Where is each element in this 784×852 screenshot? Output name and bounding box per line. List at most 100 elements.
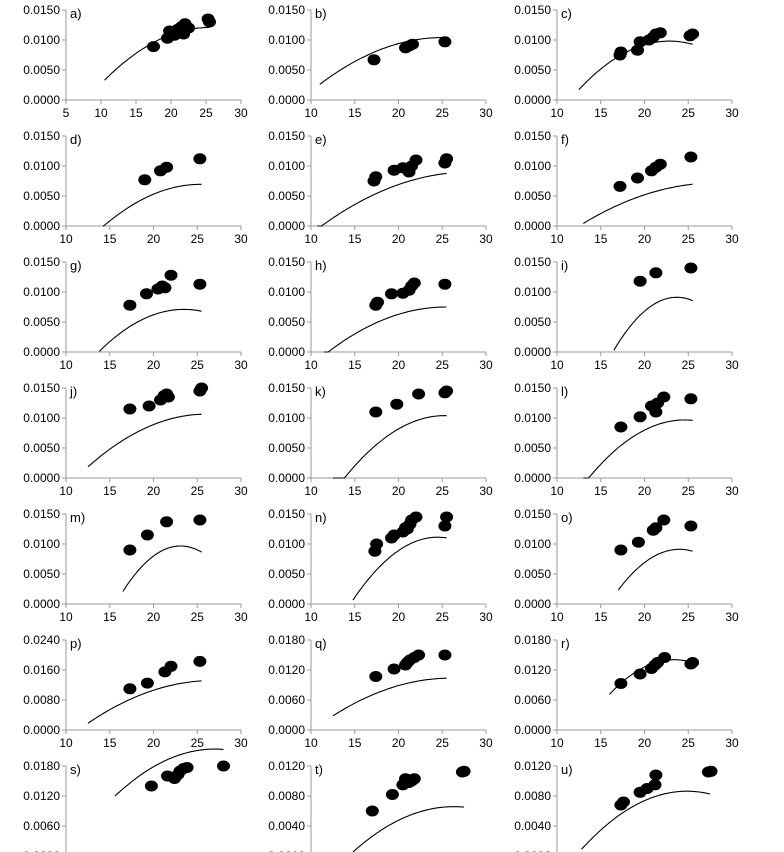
x-tick-label: 15 [348,232,362,246]
y-tick-label: 0.0100 [23,537,60,551]
data-point [387,663,401,675]
data-point [631,172,644,184]
y-tick-label: 0.0150 [268,381,305,395]
data-point [123,683,137,695]
data-point [440,153,454,165]
y-tick-label: 0.0040 [268,819,305,833]
data-point [631,536,645,548]
y-tick-label: 0.0100 [268,285,305,299]
y-tick-label: 0.0000 [23,345,60,359]
y-tick-label: 0.0000 [268,723,305,737]
data-point [613,180,627,192]
data-point [684,151,698,163]
data-point [614,421,628,433]
x-tick-label: 20 [147,232,161,246]
y-tick-label: 0.0150 [268,255,305,269]
x-tick-label: 30 [725,736,739,750]
data-point [367,54,381,66]
data-point [653,27,667,39]
data-point [407,277,421,289]
y-tick-label: 0.0150 [514,381,551,395]
y-tick-label: 0.0100 [268,33,305,47]
x-tick-label: 20 [147,610,161,624]
data-point [457,765,471,777]
x-tick-label: 20 [392,484,406,498]
y-tick-label: 0.0180 [23,759,60,773]
data-point [633,275,647,287]
panel-label: a) [70,6,82,21]
y-tick-label: 0.0050 [268,189,305,203]
data-point [653,158,667,170]
x-tick-label: 15 [594,736,608,750]
y-tick-label: 0.0050 [514,63,551,77]
y-tick-label: 0.0100 [514,33,551,47]
y-tick-label: 0.0150 [514,129,551,143]
x-tick-label: 10 [59,610,73,624]
y-tick-label: 0.0000 [268,849,305,852]
y-tick-label: 0.0240 [23,633,60,647]
x-tick-label: 10 [550,358,564,372]
y-tick-label: 0.0000 [23,597,60,611]
data-point [161,391,175,403]
x-tick-label: 15 [348,736,362,750]
x-tick-label: 20 [147,736,161,750]
x-tick-label: 25 [682,232,696,246]
panel-label: t) [315,762,323,777]
y-tick-label: 0.0050 [23,315,60,329]
data-point [182,22,195,34]
panel-label: p) [70,636,82,651]
y-tick-label: 0.0050 [514,315,551,329]
x-tick-label: 30 [234,484,248,498]
data-point [649,522,663,534]
trend-curve [98,308,202,352]
x-tick-label: 20 [638,358,652,372]
data-point [140,529,154,541]
data-point [385,288,398,300]
y-tick-label: 0.0180 [514,633,551,647]
y-tick-label: 0.0100 [514,411,551,425]
x-tick-label: 15 [594,106,608,120]
data-point [369,171,383,183]
panel-label: b) [315,6,327,21]
x-tick-label: 15 [594,484,608,498]
panel-label: u) [561,762,573,777]
y-tick-label: 0.0000 [268,93,305,107]
y-tick-label: 0.0050 [23,441,60,455]
x-tick-label: 30 [479,358,493,372]
data-point [649,406,663,418]
x-tick-label: 20 [638,610,652,624]
data-point [123,299,137,311]
trend-curve [87,680,202,724]
trend-curve [87,413,202,468]
x-tick-label: 20 [638,232,652,246]
y-tick-label: 0.0000 [268,471,305,485]
y-tick-label: 0.0000 [23,849,60,852]
panel-label: g) [70,258,82,273]
data-point [193,655,207,667]
y-tick-label: 0.0100 [514,537,551,551]
data-point [203,16,216,28]
panel-label: d) [70,132,82,147]
data-point [440,511,454,523]
y-tick-label: 0.0050 [514,567,551,581]
x-tick-label: 30 [479,484,493,498]
trend-curve [104,26,210,81]
trend-curve [332,677,447,717]
y-tick-label: 0.0150 [23,255,60,269]
y-tick-label: 0.0050 [23,567,60,581]
data-point [409,511,423,523]
x-tick-label: 15 [103,358,117,372]
data-point [180,762,194,773]
y-tick-label: 0.0100 [23,285,60,299]
data-point [686,28,700,40]
y-tick-label: 0.0120 [23,789,60,803]
x-tick-label: 25 [436,736,450,750]
x-tick-label: 15 [594,232,608,246]
y-tick-label: 0.0050 [268,63,305,77]
data-point [147,41,160,53]
y-tick-label: 0.0100 [23,159,60,173]
x-tick-label: 25 [682,610,696,624]
y-tick-label: 0.0120 [514,663,551,677]
y-tick-label: 0.0100 [268,411,305,425]
x-tick-label: 15 [348,610,362,624]
